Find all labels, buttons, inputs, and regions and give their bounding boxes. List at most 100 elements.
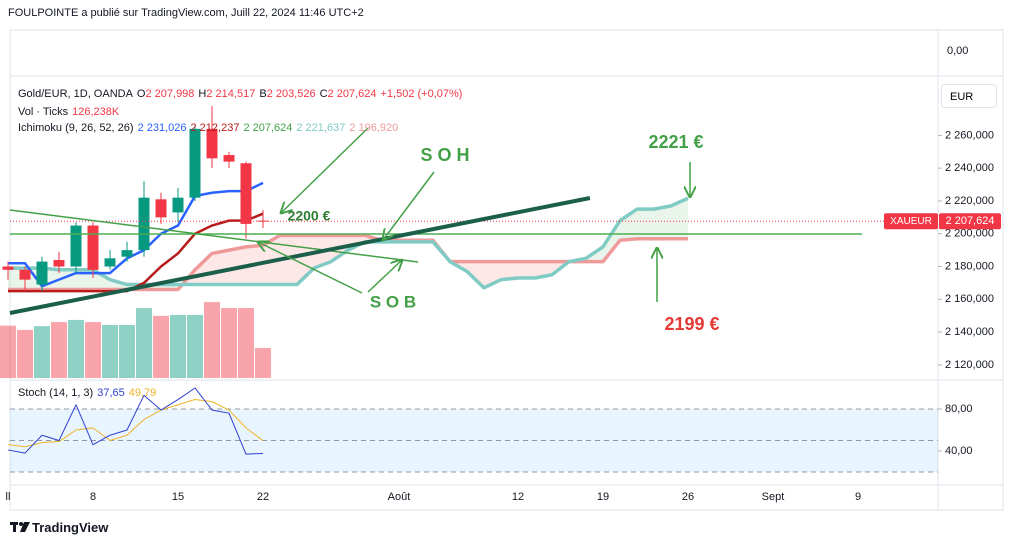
y-tick-label: 2 220,000 bbox=[945, 195, 994, 207]
x-tick-label: 15 bbox=[172, 491, 184, 503]
volume-bar bbox=[68, 319, 84, 378]
ichimoku-line bbox=[8, 196, 689, 290]
cloud bbox=[93, 269, 110, 290]
x-tick-label: ll bbox=[6, 491, 11, 503]
stoch-value: 49,79 bbox=[128, 387, 157, 399]
y-tick-label: 2 140,000 bbox=[945, 326, 994, 338]
publisher: FOULPOINTE a publié sur TradingView.com,… bbox=[8, 7, 364, 19]
cloud bbox=[518, 261, 535, 278]
cloud bbox=[76, 269, 93, 290]
cloud bbox=[637, 209, 654, 239]
ohlc-value: 2 207,624 bbox=[327, 88, 377, 100]
candle-body bbox=[70, 225, 82, 267]
candle-body bbox=[155, 199, 167, 218]
cloud bbox=[671, 198, 688, 239]
annotation: 2221 € bbox=[648, 132, 703, 152]
price-tag-text: 2 207,624 bbox=[946, 215, 995, 227]
ichimoku-value: 2 196,920 bbox=[349, 122, 399, 134]
frame bbox=[9, 29, 1004, 511]
candle-body bbox=[121, 250, 133, 257]
y-tick-label: 2 260,000 bbox=[945, 129, 994, 141]
stoch-line bbox=[7, 399, 264, 448]
volume-bar bbox=[136, 308, 152, 378]
volume-bar bbox=[204, 302, 220, 378]
candle-body bbox=[2, 266, 14, 270]
ichimoku-legend: Ichimoku (9, 26, 52, 26) 2 231,026 2 212,2… bbox=[18, 122, 402, 134]
ichimoku-value: 2 221,637 bbox=[296, 122, 346, 134]
volume-bar bbox=[170, 314, 186, 378]
drawings bbox=[9, 127, 862, 315]
volume-bar bbox=[255, 347, 271, 378]
plot: 0,00 2 120,000 2 140,000 2 160,000 2 180,000… bbox=[2, 45, 1001, 503]
cloud bbox=[229, 246, 246, 285]
candle-body bbox=[223, 155, 235, 162]
annotation: 2200 € bbox=[288, 208, 331, 224]
volume-bar bbox=[34, 326, 50, 378]
stoch-name: Stoch (14, 1, 3) bbox=[18, 387, 94, 399]
y-tick-label: 2 160,000 bbox=[945, 293, 994, 305]
ichimoku-name: Ichimoku (9, 26, 52, 26) bbox=[18, 122, 134, 134]
top-scale-label: 0,00 bbox=[947, 45, 968, 57]
trend-line bbox=[9, 196, 591, 315]
annotation: S O H bbox=[420, 145, 469, 165]
volume-bar bbox=[85, 322, 101, 378]
volume-bar bbox=[0, 325, 16, 378]
candle-body bbox=[87, 225, 99, 270]
volume-name: Vol · Ticks bbox=[18, 106, 69, 118]
logo bbox=[10, 522, 30, 532]
ohlc-value: 2 207,998 bbox=[145, 88, 195, 100]
stoch-line bbox=[7, 387, 264, 455]
y-tick-label: 2 240,000 bbox=[945, 162, 994, 174]
ichimoku-value: 2 212,237 bbox=[190, 122, 240, 134]
ohlc-key: C bbox=[319, 88, 328, 100]
candle-body bbox=[36, 261, 48, 285]
symbol: Gold/EUR, 1D, OANDA bbox=[18, 88, 133, 100]
candle-body bbox=[53, 259, 65, 267]
ichimoku-value: 2 231,026 bbox=[137, 122, 187, 134]
cloud bbox=[603, 220, 620, 262]
symbol-tag-text: XAUEUR bbox=[890, 216, 932, 227]
y-tick-label: 2 180,000 bbox=[945, 260, 994, 272]
volume-bar bbox=[187, 314, 203, 378]
x-tick-label: Sept bbox=[762, 491, 785, 503]
ichimoku-line bbox=[8, 181, 264, 288]
currency-button[interactable]: EUR bbox=[941, 84, 997, 108]
brand: TradingView bbox=[32, 520, 109, 535]
x-tick-label: 8 bbox=[90, 491, 96, 503]
cloud bbox=[212, 250, 229, 285]
candle-body bbox=[189, 128, 201, 198]
stoch-value: 37,65 bbox=[97, 387, 125, 399]
ohlc-key: H bbox=[198, 88, 207, 100]
volume-bar bbox=[153, 315, 169, 378]
arrow bbox=[383, 171, 435, 240]
ohlc-key: O bbox=[136, 88, 146, 100]
candle-body bbox=[138, 197, 150, 251]
x-tick-label: 12 bbox=[512, 491, 524, 503]
x-tick-label: Août bbox=[388, 491, 411, 503]
y-tick-label: 2 200,000 bbox=[945, 228, 994, 240]
symbol-tag bbox=[884, 213, 938, 230]
arrow bbox=[281, 127, 369, 213]
ohlc-value: 2 203,526 bbox=[266, 88, 316, 100]
cloud bbox=[654, 205, 671, 239]
cloud bbox=[467, 261, 484, 288]
volume-bar bbox=[238, 308, 254, 378]
arrow bbox=[367, 260, 402, 293]
cloud bbox=[620, 209, 637, 241]
volume-bar bbox=[17, 329, 33, 378]
x-tick-label: 19 bbox=[597, 491, 609, 503]
volume-value: 126,238K bbox=[72, 106, 120, 118]
x-tick-label: 26 bbox=[682, 491, 694, 503]
volume-legend: Vol · Ticks 126,238K bbox=[18, 106, 123, 118]
trend-line bbox=[9, 209, 419, 263]
under-layer bbox=[0, 181, 938, 473]
candle-body bbox=[172, 197, 184, 213]
candle-body bbox=[240, 163, 252, 224]
y-tick-label: 40,00 bbox=[945, 445, 973, 457]
ohlc-value: 2 214,517 bbox=[206, 88, 256, 100]
y-tick-label: 2 120,000 bbox=[945, 359, 994, 371]
y-tick-label: 80,00 bbox=[945, 403, 973, 415]
ichimoku-value: 2 207,624 bbox=[243, 122, 293, 134]
